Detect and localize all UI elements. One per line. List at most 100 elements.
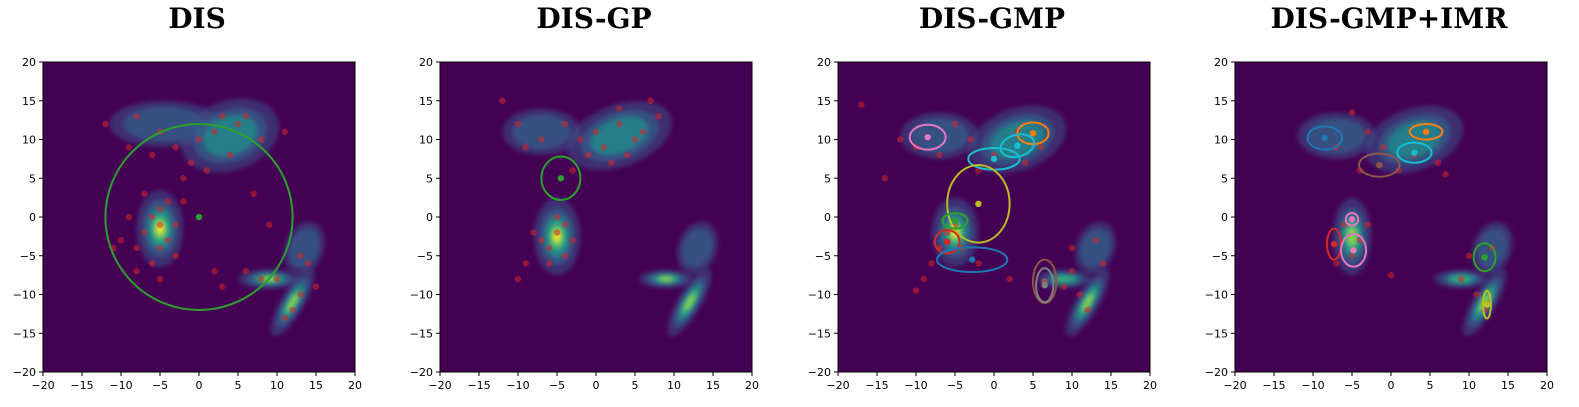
y-tick-label: −10 <box>13 289 36 302</box>
sample-point <box>561 252 568 259</box>
component-ellipse <box>1035 267 1055 304</box>
sample-point <box>258 136 265 143</box>
component-ellipse <box>1016 121 1050 146</box>
sample-point <box>1333 260 1340 267</box>
sample-point <box>180 198 187 205</box>
component-ellipse <box>1472 242 1497 273</box>
density-blob <box>502 108 581 155</box>
sample-point <box>530 229 537 236</box>
sample-point <box>858 101 865 108</box>
sample-point <box>592 128 600 135</box>
sample-point <box>1084 306 1091 314</box>
y-tick-label: 20 <box>1214 56 1228 69</box>
sample-point <box>1442 171 1449 178</box>
y-tick-label: −5 <box>20 250 36 263</box>
x-tick-label: 5 <box>1030 379 1037 392</box>
sample-point <box>522 260 529 267</box>
sample-point <box>1061 283 1068 290</box>
sample-point <box>1380 144 1387 151</box>
x-tick-label: 20 <box>1540 379 1554 392</box>
component-ellipse <box>1408 123 1444 141</box>
sample-point <box>569 167 576 174</box>
y-tick-label: 15 <box>22 95 36 108</box>
sample-point <box>561 120 568 128</box>
sample-point <box>569 237 576 244</box>
x-tick-label: 20 <box>348 379 362 392</box>
sample-point <box>655 113 662 120</box>
chart-panel-3: DIS-GMP −20 −20 −15 −15 −10 −10 −5 −5 0 0 5 5 10 10 15 1… <box>795 0 1189 407</box>
x-tick-label: −20 <box>826 379 849 392</box>
x-tick-label: 20 <box>1143 379 1157 392</box>
x-tick-label: −15 <box>1262 379 1285 392</box>
sample-point <box>546 244 553 252</box>
component-center <box>975 200 982 208</box>
sample-point <box>546 260 553 267</box>
density-blob <box>1065 268 1110 337</box>
sample-point <box>553 213 561 221</box>
chart-title: DIS-GP <box>536 2 652 35</box>
sample-point <box>195 136 203 143</box>
x-tick-label: 10 <box>270 379 284 392</box>
sample-point <box>234 120 242 128</box>
x-tick-label: 10 <box>667 379 681 392</box>
component-center <box>944 238 951 245</box>
y-tick-label: −10 <box>808 289 831 302</box>
sample-point <box>180 175 187 182</box>
sample-point <box>647 97 654 104</box>
sample-point <box>1458 275 1465 283</box>
sample-point <box>608 159 615 166</box>
sample-point <box>117 237 125 244</box>
y-tick-label: 15 <box>817 95 831 108</box>
sample-point <box>1434 159 1441 166</box>
sample-point <box>273 275 281 283</box>
y-tick-label: −15 <box>13 327 36 340</box>
x-tick-label: −15 <box>865 379 888 392</box>
y-tick-label: 5 <box>29 172 36 185</box>
sample-point <box>538 136 545 143</box>
density-blob <box>676 221 718 275</box>
y-tick-label: 0 <box>426 211 433 224</box>
sample-point <box>1076 291 1083 298</box>
component-ellipse <box>933 229 961 255</box>
y-tick-label: 20 <box>419 56 433 69</box>
sample-point <box>242 268 249 275</box>
sample-point <box>920 275 927 283</box>
component-center <box>1041 282 1048 289</box>
x-tick-label: 15 <box>1104 379 1118 392</box>
component-ellipse <box>936 246 1009 274</box>
y-tick-label: −5 <box>1212 250 1228 263</box>
density-blob <box>1365 105 1464 174</box>
component-center <box>557 175 565 182</box>
y-tick-label: −15 <box>1205 327 1228 340</box>
x-tick-label: −20 <box>31 379 54 392</box>
sample-point <box>631 136 639 143</box>
component-center <box>1376 161 1383 169</box>
sample-point <box>624 151 631 159</box>
sample-point <box>125 144 132 151</box>
x-tick-label: −20 <box>428 379 451 392</box>
sample-point <box>297 252 304 259</box>
x-tick-label: 5 <box>1427 379 1434 392</box>
x-tick-label: 0 <box>593 379 600 392</box>
sample-point <box>172 144 179 151</box>
sample-point <box>1364 221 1371 228</box>
density-blob <box>638 269 694 289</box>
y-tick-label: 10 <box>817 134 831 147</box>
y-tick-label: 0 <box>1221 211 1228 224</box>
sample-point <box>1092 237 1099 244</box>
component-ellipse <box>908 123 947 151</box>
sample-point <box>149 260 156 267</box>
component-ellipse <box>941 212 969 230</box>
component-ellipse <box>1358 152 1401 178</box>
sample-point <box>133 268 140 275</box>
sample-point <box>211 128 218 135</box>
sample-point <box>616 120 623 128</box>
sample-point <box>250 190 257 197</box>
sample-point <box>616 105 623 112</box>
sample-point <box>258 275 265 283</box>
sample-point <box>1356 167 1363 174</box>
density-blob <box>667 268 712 337</box>
sample-point <box>928 260 935 267</box>
sample-point <box>1068 268 1076 275</box>
density-blob <box>1074 221 1116 275</box>
